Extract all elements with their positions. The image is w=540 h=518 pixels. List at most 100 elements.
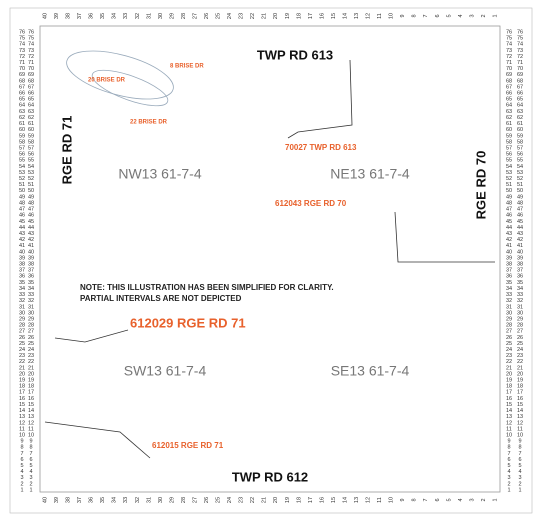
edge-number: 3 xyxy=(29,475,32,481)
edge-number: 3 xyxy=(469,498,475,501)
edge-number: 13 xyxy=(19,414,25,420)
edge-number: 27 xyxy=(28,329,34,335)
edge-number: 26 xyxy=(19,335,25,341)
edge-number: 70 xyxy=(19,66,25,72)
edge-number: 12 xyxy=(19,420,25,426)
edge-number: 73 xyxy=(506,48,512,54)
edge-number: 18 xyxy=(28,384,34,390)
edge-number: 72 xyxy=(28,54,34,60)
edge-number: 19 xyxy=(19,378,25,384)
edge-number: 6 xyxy=(507,457,510,463)
edge-number: 65 xyxy=(19,97,25,103)
edge-number: 21 xyxy=(506,365,512,371)
edge-number: 22 xyxy=(250,13,256,19)
edge-number: 26 xyxy=(28,335,34,341)
edge-number: 58 xyxy=(506,139,512,145)
edge-number: 26 xyxy=(204,497,210,503)
edge-number: 25 xyxy=(28,341,34,347)
edge-number: 29 xyxy=(169,13,175,19)
edge-number: 58 xyxy=(517,139,523,145)
edge-number: 11 xyxy=(506,426,512,432)
edge-number: 50 xyxy=(28,188,34,194)
edge-number: 8 xyxy=(507,445,510,451)
edge-number: 38 xyxy=(19,262,25,268)
edge-number: 35 xyxy=(517,280,523,286)
edge-number: 39 xyxy=(19,255,25,261)
edge-number: 39 xyxy=(54,497,60,503)
edge-number: 37 xyxy=(28,268,34,274)
edge-number: 45 xyxy=(28,219,34,225)
edge-number: 46 xyxy=(506,213,512,219)
edge-number: 47 xyxy=(19,207,25,213)
edge-number: 50 xyxy=(517,188,523,194)
edge-number: 74 xyxy=(517,42,523,48)
road-label: RGE RD 71 xyxy=(59,116,74,185)
address-label: 22 BRISE DR xyxy=(130,120,168,126)
edge-number: 19 xyxy=(506,378,512,384)
edge-number: 71 xyxy=(506,60,512,66)
edge-number: 17 xyxy=(19,390,25,396)
edge-number: 29 xyxy=(506,316,512,322)
edge-number: 70 xyxy=(28,66,34,72)
edge-number: 20 xyxy=(517,371,523,377)
edge-number: 1 xyxy=(492,14,498,17)
edge-number: 26 xyxy=(517,335,523,341)
edge-number: 67 xyxy=(19,84,25,90)
edge-number: 26 xyxy=(204,13,210,19)
edge-number: 75 xyxy=(19,36,25,42)
edge-number: 24 xyxy=(506,347,512,353)
edge-number: 71 xyxy=(19,60,25,66)
edge-number: 72 xyxy=(506,54,512,60)
edge-number: 4 xyxy=(458,498,464,501)
edge-number: 52 xyxy=(506,176,512,182)
edge-number: 68 xyxy=(506,78,512,84)
cul-de-sac xyxy=(91,69,169,107)
edge-number: 56 xyxy=(506,152,512,158)
address-label: 612043 RGE RD 70 xyxy=(275,199,347,208)
edge-number: 31 xyxy=(19,304,25,310)
edge-number: 8 xyxy=(20,445,23,451)
edge-number: 49 xyxy=(506,194,512,200)
edge-number: 55 xyxy=(517,158,523,164)
edge-number: 67 xyxy=(28,84,34,90)
edge-number: 1 xyxy=(29,487,32,493)
edge-number: 58 xyxy=(28,139,34,145)
edge-number: 1 xyxy=(518,487,521,493)
edge-number: 23 xyxy=(506,353,512,359)
leader-line xyxy=(394,211,495,263)
edge-number: 13 xyxy=(506,414,512,420)
edge-number: 23 xyxy=(28,353,34,359)
edge-number: 51 xyxy=(19,182,25,188)
edge-number: 8 xyxy=(412,14,418,17)
edge-number: 45 xyxy=(506,219,512,225)
edge-number: 16 xyxy=(319,497,325,503)
edge-number: 34 xyxy=(28,286,34,292)
edge-number: 76 xyxy=(19,29,25,35)
note: NOTE: THIS ILLUSTRATION HAS BEEN SIMPLIF… xyxy=(80,283,334,292)
edge-number: 62 xyxy=(19,115,25,121)
edge-number: 14 xyxy=(506,408,512,414)
edge-number: 33 xyxy=(123,13,129,19)
edge-number: 67 xyxy=(517,84,523,90)
edge-number: 76 xyxy=(517,29,523,35)
edge-number: 11 xyxy=(377,497,383,503)
edge-number: 30 xyxy=(158,13,164,19)
edge-number: 23 xyxy=(19,353,25,359)
edge-number: 36 xyxy=(89,13,95,19)
edge-number: 32 xyxy=(506,298,512,304)
edge-number: 52 xyxy=(517,176,523,182)
edge-number: 15 xyxy=(331,497,337,503)
edge-number: 27 xyxy=(192,13,198,19)
edge-number: 3 xyxy=(20,475,23,481)
edge-number: 7 xyxy=(20,451,23,457)
edge-number: 5 xyxy=(518,463,521,469)
edge-number: 33 xyxy=(28,292,34,298)
edge-number: 40 xyxy=(42,13,48,19)
edge-number: 36 xyxy=(89,497,95,503)
edge-number: 42 xyxy=(506,237,512,243)
edge-number: 6 xyxy=(435,498,441,501)
edge-number: 30 xyxy=(506,310,512,316)
edge-number: 60 xyxy=(19,127,25,133)
address-label: 612015 RGE RD 71 xyxy=(152,441,224,450)
edge-number: 7 xyxy=(423,498,429,501)
